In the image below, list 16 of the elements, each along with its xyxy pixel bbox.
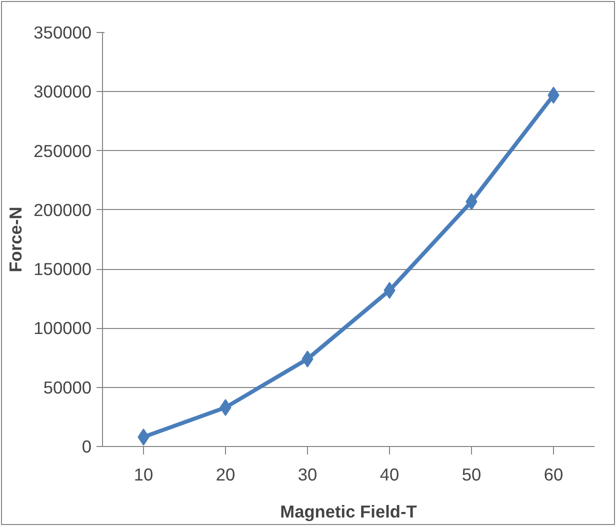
y-tick-label: 200000 <box>34 200 92 220</box>
x-tick-label: 60 <box>544 464 564 484</box>
y-tick-label: 250000 <box>34 140 92 161</box>
x-tick-label: 30 <box>298 464 318 484</box>
x-tick-label: 40 <box>380 464 400 484</box>
y-tick-label: 350000 <box>34 22 92 42</box>
x-axis-title: Magnetic Field-T <box>280 502 418 522</box>
y-tick-label: 150000 <box>34 259 92 280</box>
y-tick-label: 50000 <box>43 377 92 398</box>
x-tick-label: 10 <box>134 464 154 484</box>
y-axis-title: Force-N <box>6 206 26 272</box>
x-tick-label: 20 <box>216 464 236 484</box>
y-tick-label: 0 <box>82 436 92 456</box>
x-tick-label: 50 <box>462 464 482 484</box>
y-tick-label: 300000 <box>34 82 92 102</box>
y-tick-label: 100000 <box>34 318 92 338</box>
